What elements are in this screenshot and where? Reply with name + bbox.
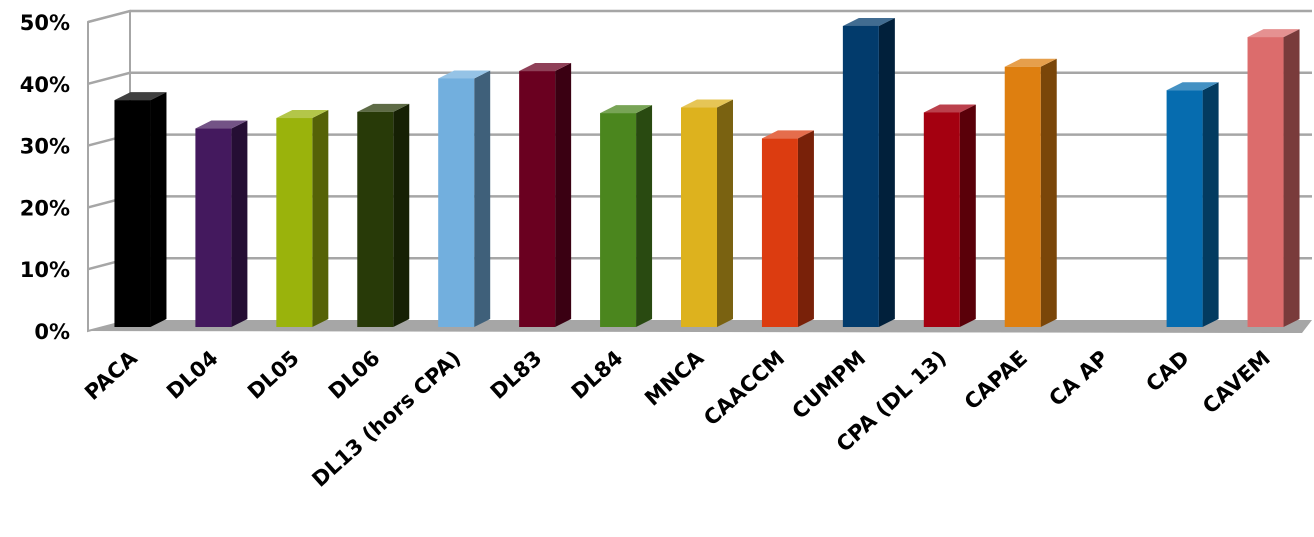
bar-front [1166, 90, 1203, 327]
bar-front [761, 138, 798, 327]
bar [761, 130, 814, 327]
bar-top [114, 92, 167, 101]
bar-top [842, 17, 895, 26]
x-tick-label: DL06 [324, 346, 385, 404]
bar-top [681, 99, 733, 108]
bar [114, 92, 167, 327]
bar-top [276, 110, 329, 119]
bar-side [717, 99, 733, 328]
bar-top [600, 105, 653, 114]
bar [1166, 82, 1219, 327]
x-tick-label: DL83 [486, 346, 547, 404]
bar-side [393, 103, 410, 327]
x-tick-label: CAVEM [1198, 346, 1275, 419]
x-tick-label: DL13 (hors CPA) [307, 346, 465, 492]
gridline [87, 9, 1312, 24]
gridline [87, 71, 1312, 86]
y-tick-label: 50% [20, 11, 70, 35]
bar-front [1004, 66, 1041, 328]
bar-top [923, 104, 976, 113]
x-tick-label: DL84 [567, 346, 628, 404]
bar-front [1247, 37, 1284, 328]
y-tick-label: 40% [20, 73, 70, 97]
bar [842, 17, 895, 327]
bar-front [114, 100, 151, 327]
bar-side [231, 120, 248, 327]
bar-side [312, 110, 329, 327]
bar-side [1040, 58, 1057, 328]
y-tick-label: 10% [20, 258, 70, 282]
bar-side [555, 63, 572, 328]
bar-front [195, 128, 232, 327]
bar-top [519, 63, 572, 72]
bar [276, 110, 329, 327]
bar-front [600, 113, 637, 327]
bar-top [195, 120, 248, 129]
bar-front [681, 107, 717, 328]
bar-front [276, 118, 313, 327]
y-tick-label: 0% [34, 320, 70, 344]
y-tick-label: 30% [20, 135, 70, 159]
bar [600, 105, 653, 327]
y-axis-ticks: 0% 10% 20% 30% 40% 50% [20, 11, 70, 344]
bar-front [357, 111, 394, 327]
bar-top [1247, 29, 1300, 38]
x-tick-label: PACA [80, 345, 142, 404]
bar [681, 99, 733, 328]
bar-side [1283, 29, 1300, 328]
bar-top [438, 70, 491, 79]
bar [357, 103, 410, 327]
bar-side [878, 17, 895, 327]
x-tick-label: CAD [1141, 346, 1194, 397]
bar-side [150, 92, 167, 327]
bar-front [923, 112, 960, 328]
bar [1004, 58, 1057, 328]
bar-front [842, 25, 879, 327]
bar-top [1166, 82, 1219, 91]
x-tick-label: CAPAE [960, 346, 1032, 415]
x-tick-label: MNCA [640, 345, 709, 410]
bar-front [519, 71, 556, 327]
x-tick-label: DL05 [243, 346, 304, 404]
bar-side [1202, 82, 1219, 327]
bars [114, 17, 1300, 328]
bar-top [357, 103, 410, 112]
bar-top [1004, 58, 1057, 67]
bar [195, 120, 248, 327]
x-tick-label: DL04 [162, 346, 223, 404]
bar-side [959, 104, 976, 328]
x-tick-label: CAACCM [699, 346, 789, 431]
bar [923, 104, 976, 328]
bar-side [474, 70, 491, 327]
bar-front [438, 78, 475, 327]
y-tick-label: 20% [20, 196, 70, 220]
bar [1247, 29, 1300, 328]
x-tick-label: CUMPM [788, 346, 871, 424]
bar-side [636, 105, 653, 327]
bar [438, 70, 491, 327]
bar-top [761, 130, 814, 139]
x-tick-label: CA AP [1044, 346, 1113, 411]
bar-side [797, 130, 814, 327]
bar [519, 63, 572, 328]
